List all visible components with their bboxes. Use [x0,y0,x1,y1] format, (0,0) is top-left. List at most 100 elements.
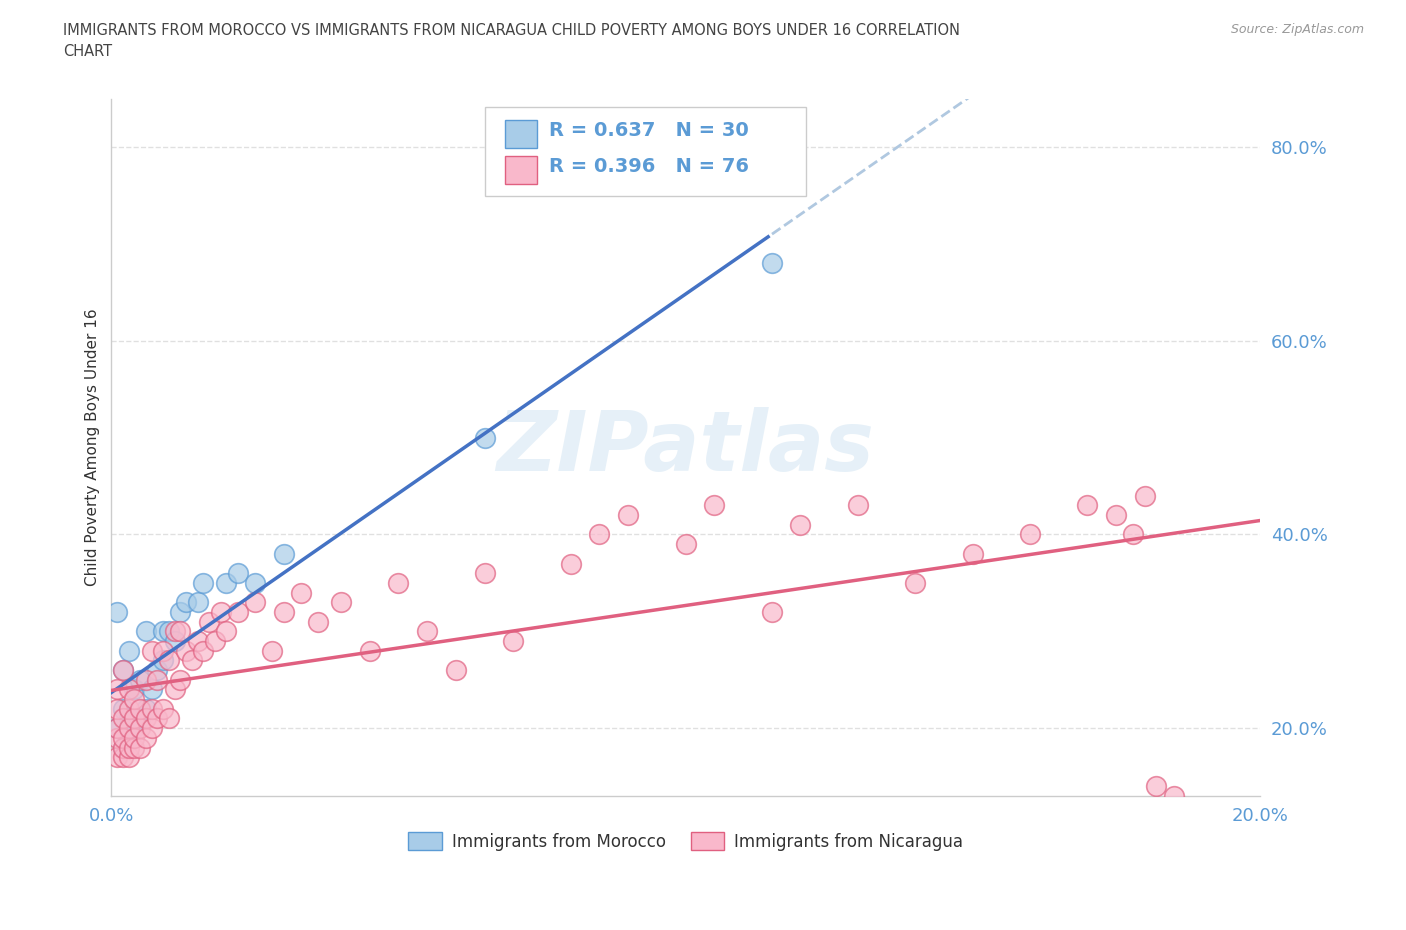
Point [193,576,215,591]
Point [157,711,180,726]
FancyBboxPatch shape [485,107,806,196]
Text: R = 0.396   N = 76: R = 0.396 N = 76 [548,157,749,177]
Point [105,730,128,745]
Point [135,730,157,745]
Point [560,556,582,571]
Point [129,711,152,726]
Point [174,644,197,658]
Point [1163,789,1185,804]
Point [330,595,353,610]
Point [135,701,157,716]
Point [105,682,128,697]
Point [111,730,134,745]
Point [215,576,238,591]
Point [146,662,169,677]
Point [135,672,157,687]
Point [117,740,139,755]
Point [502,633,524,648]
Point [761,256,783,271]
FancyBboxPatch shape [505,120,537,148]
Point [307,614,329,629]
Point [117,730,139,745]
Point [111,740,134,755]
Y-axis label: Child Poverty Among Boys Under 16: Child Poverty Among Boys Under 16 [86,309,100,586]
Point [474,565,496,580]
Point [1144,778,1167,793]
Text: Source: ZipAtlas.com: Source: ZipAtlas.com [1230,23,1364,36]
Point [846,498,869,512]
Point [117,682,139,697]
Point [152,701,174,716]
Point [204,633,226,648]
Point [588,527,610,542]
Point [169,624,191,639]
Point [789,517,811,532]
Point [226,565,249,580]
Point [1105,508,1128,523]
Point [198,614,221,629]
Point [904,576,927,591]
Point [359,644,381,658]
Point [157,624,180,639]
Point [174,595,197,610]
Point [124,692,146,707]
Point [111,662,134,677]
Text: R = 0.637   N = 30: R = 0.637 N = 30 [548,121,748,140]
Point [105,701,128,716]
Point [105,604,128,619]
Point [163,633,186,648]
Point [157,653,180,668]
Point [105,750,128,764]
Point [617,508,640,523]
Point [1122,527,1144,542]
Point [761,604,783,619]
Point [105,721,128,736]
Point [124,682,146,697]
Point [387,576,409,591]
Point [111,701,134,716]
Point [163,624,186,639]
Point [262,644,284,658]
Point [1133,488,1156,503]
Point [141,721,163,736]
Point [117,644,139,658]
Point [152,653,174,668]
Point [209,604,232,619]
Point [169,604,191,619]
Point [117,750,139,764]
Point [135,711,157,726]
Point [1076,498,1098,512]
Point [146,672,169,687]
Point [135,624,157,639]
Text: ZIPatlas: ZIPatlas [496,406,875,488]
Point [186,595,208,610]
Point [169,672,191,687]
Point [243,595,266,610]
Point [703,498,725,512]
Point [186,633,208,648]
Point [111,750,134,764]
Point [111,711,134,726]
Point [141,701,163,716]
Point [124,711,146,726]
FancyBboxPatch shape [505,156,537,184]
Point [117,711,139,726]
Point [124,721,146,736]
Point [129,672,152,687]
Point [105,721,128,736]
Point [124,730,146,745]
Point [243,576,266,591]
Point [141,682,163,697]
Point [226,604,249,619]
Point [215,624,238,639]
Point [117,701,139,716]
Point [290,585,312,600]
Point [129,740,152,755]
Point [273,604,295,619]
Point [152,644,174,658]
Text: IMMIGRANTS FROM MOROCCO VS IMMIGRANTS FROM NICARAGUA CHILD POVERTY AMONG BOYS UN: IMMIGRANTS FROM MOROCCO VS IMMIGRANTS FR… [63,23,960,60]
Point [675,537,697,551]
Point [111,662,134,677]
Legend: Immigrants from Morocco, Immigrants from Nicaragua: Immigrants from Morocco, Immigrants from… [402,826,970,857]
Point [193,644,215,658]
